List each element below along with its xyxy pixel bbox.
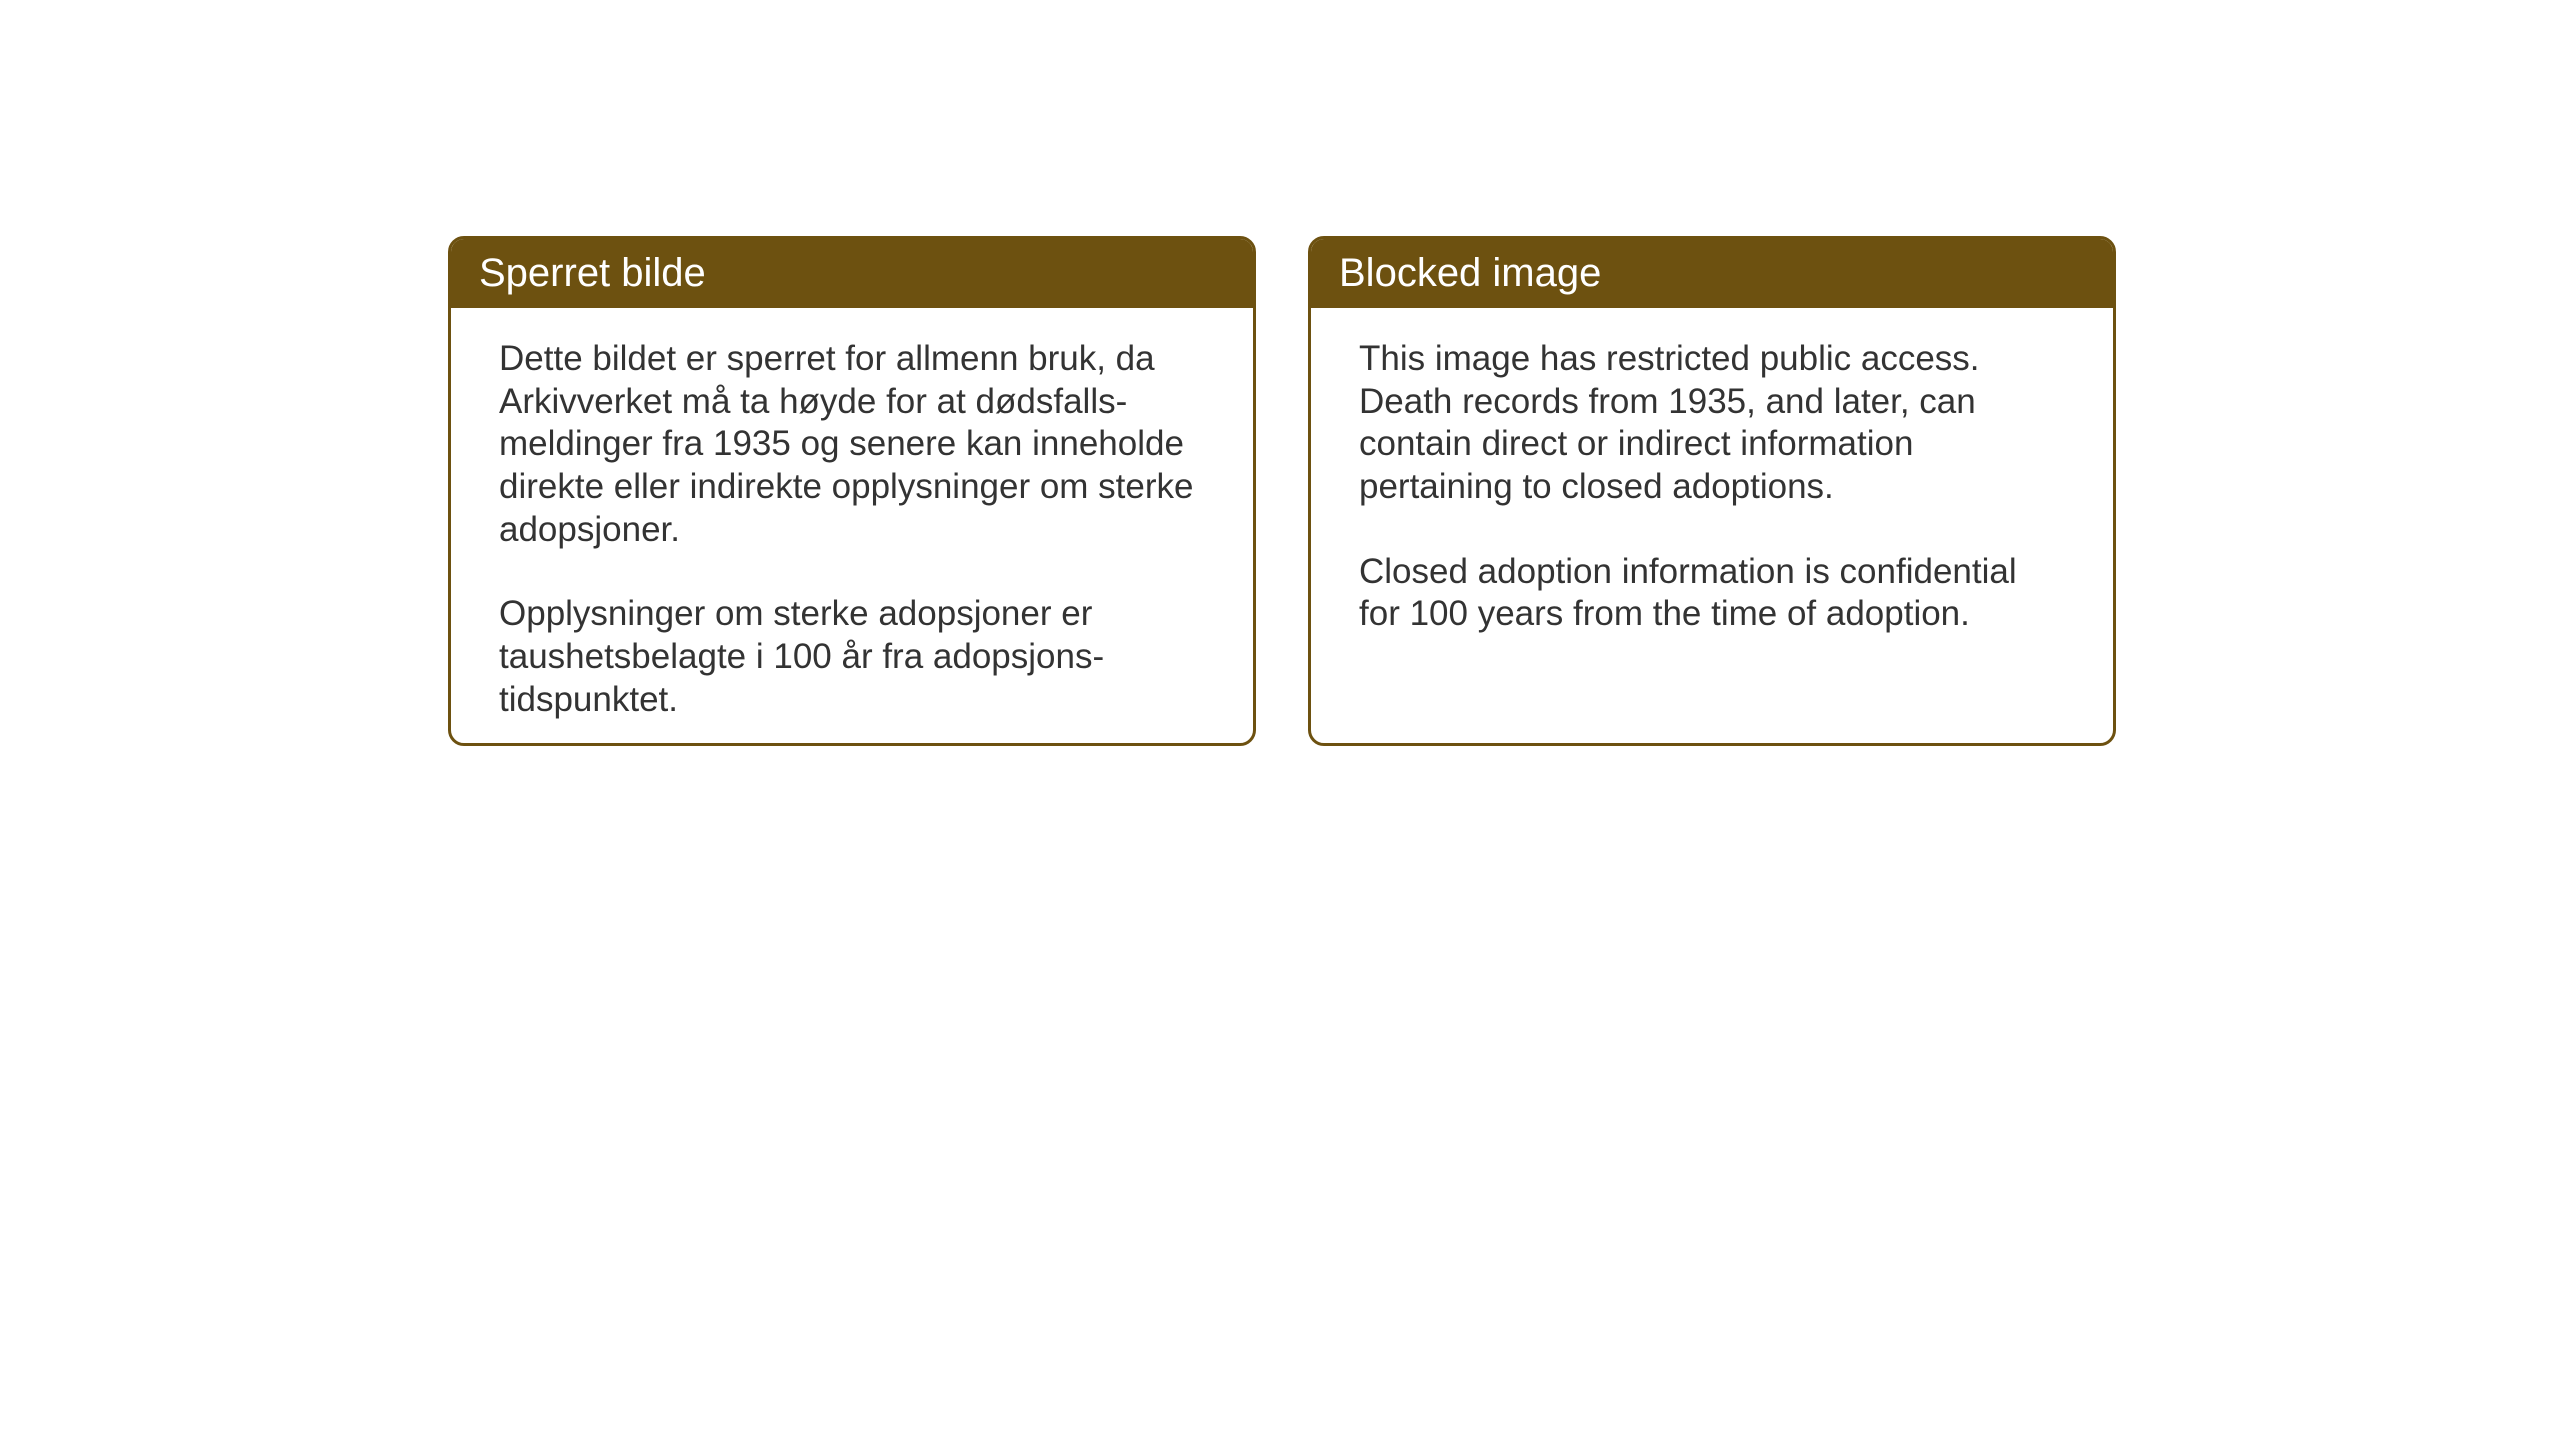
norwegian-paragraph-2: Opplysninger om sterke adopsjoner er tau… — [499, 593, 1205, 721]
norwegian-card-body: Dette bildet er sperret for allmenn bruk… — [451, 308, 1253, 746]
norwegian-card-title: Sperret bilde — [451, 239, 1253, 308]
english-paragraph-1: This image has restricted public access.… — [1359, 338, 2065, 509]
english-card-title: Blocked image — [1311, 239, 2113, 308]
norwegian-paragraph-1: Dette bildet er sperret for allmenn bruk… — [499, 338, 1205, 551]
norwegian-notice-card: Sperret bilde Dette bildet er sperret fo… — [448, 236, 1256, 746]
english-card-body: This image has restricted public access.… — [1311, 308, 2113, 676]
english-paragraph-2: Closed adoption information is confident… — [1359, 551, 2065, 636]
english-notice-card: Blocked image This image has restricted … — [1308, 236, 2116, 746]
notice-cards-container: Sperret bilde Dette bildet er sperret fo… — [448, 236, 2116, 746]
